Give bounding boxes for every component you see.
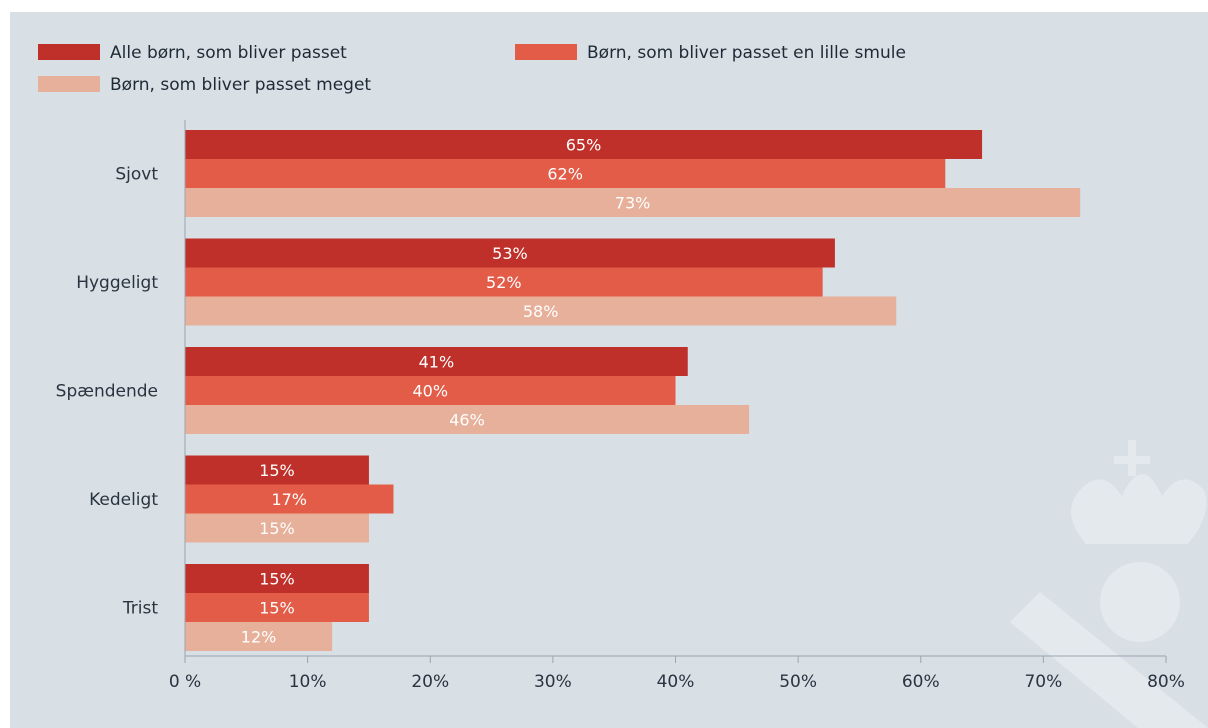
bar-1-1: [185, 130, 983, 159]
bar-data-label: 58%: [523, 302, 559, 321]
x-tick-label: 0 %: [169, 672, 201, 692]
category-label: Kedeligt: [89, 490, 158, 510]
bar-2-5: [185, 593, 369, 622]
bar-2-3: [185, 376, 676, 405]
x-tick-label: 40%: [657, 672, 695, 692]
category-label: Trist: [122, 599, 158, 619]
bar-data-label: 53%: [492, 244, 528, 263]
axes: Sjovt Hyggeligt Spændende Kedeligt Trist 0 % 1…: [56, 120, 1185, 692]
bar-data-label: 12%: [241, 628, 277, 647]
watermark: [1010, 440, 1208, 728]
bar-2-1: [185, 159, 946, 188]
watermark-circle: [1100, 562, 1180, 642]
bar-1-4: [185, 455, 369, 485]
bar-data-label: 52%: [486, 273, 522, 292]
x-tick-label: 10%: [289, 672, 327, 692]
bar-2-4: [185, 484, 394, 514]
watermark-stroke: [1010, 592, 1208, 728]
legend-label-2: Børn, som bliver passet en lille smule: [587, 43, 906, 63]
legend-swatch-3: [38, 76, 100, 92]
bar-data-label: 65%: [566, 136, 602, 155]
bar-3-4: [185, 513, 369, 543]
bar-data-label: 17%: [271, 490, 307, 509]
x-tick-label: 30%: [534, 672, 572, 692]
bar-data-label: 15%: [259, 519, 295, 538]
legend-label-3: Børn, som bliver passet meget: [110, 75, 371, 95]
x-tick-label: 50%: [779, 672, 817, 692]
bar-data-label: 15%: [259, 461, 295, 480]
category-label: Hyggeligt: [76, 273, 158, 293]
bar-chart: Alle børn, som bliver passet Børn, som bl…: [38, 43, 1208, 728]
bar-1-3: [185, 347, 688, 376]
legend-swatch-1: [38, 44, 100, 60]
bars: 65% 62% 73% 53% 52%58% 41% 40%46% 15% 17% 15% 15% 1…: [185, 130, 1081, 651]
bar-3-2: [185, 296, 897, 326]
x-tick-label: 20%: [411, 672, 449, 692]
bar-3-5: [185, 622, 333, 651]
bar-data-label: 46%: [449, 411, 485, 430]
bar-data-label: 73%: [615, 194, 651, 213]
bar-3-1: [185, 188, 1081, 217]
x-tick-label: 60%: [902, 672, 940, 692]
bar-data-label: 62%: [547, 165, 583, 184]
bar-1-2: [185, 238, 835, 268]
x-tick-label: 70%: [1024, 672, 1062, 692]
bar-2-2: [185, 267, 823, 297]
bar-data-label: 15%: [259, 570, 295, 589]
bar-3-3: [185, 405, 750, 434]
bar-data-label: 15%: [259, 599, 295, 618]
legend: Alle børn, som bliver passet Børn, som bl…: [38, 43, 906, 95]
bar-data-label: 41%: [419, 353, 455, 372]
legend-label-1: Alle børn, som bliver passet: [110, 43, 347, 63]
category-label: Sjovt: [115, 165, 158, 185]
legend-swatch-2: [515, 44, 577, 60]
bar-data-label: 40%: [412, 382, 448, 401]
category-label: Spændende: [56, 382, 158, 402]
x-tick-label: 80%: [1147, 672, 1185, 692]
bar-1-5: [185, 564, 369, 593]
chart-panel: Alle børn, som bliver passet Børn, som bl…: [10, 12, 1208, 728]
crown-emblem-icon: [1071, 440, 1207, 544]
